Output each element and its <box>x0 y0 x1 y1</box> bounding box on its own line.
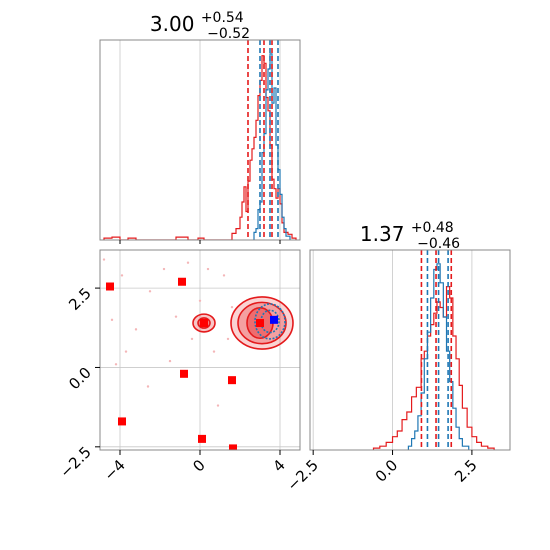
grid-scatter <box>100 250 300 450</box>
faint-sample-2 <box>120 274 124 277</box>
tick-label-right-x-1: 0.0 <box>372 456 402 486</box>
joint-panel <box>99 249 301 451</box>
sample-square-a-0 <box>106 282 114 291</box>
tick-label-right-x-0: −2.5 <box>284 456 322 494</box>
hist-param2-series-b <box>407 263 470 450</box>
title-param2-value: 1.37 <box>360 222 405 246</box>
tick-label-right-x-2: 2.5 <box>451 456 481 486</box>
sample-square-a-6 <box>198 434 206 443</box>
faint-sample-18 <box>216 404 220 407</box>
faint-sample-11 <box>190 337 194 341</box>
faint-sample-8 <box>186 261 190 264</box>
tick-label-scatter-x-1: 0 <box>189 456 208 475</box>
faint-sample-0 <box>102 258 106 261</box>
grid-right <box>312 250 473 450</box>
faint-sample-5 <box>148 290 152 293</box>
marginal-panel-param1 <box>99 39 301 241</box>
faint-sample-13 <box>168 359 172 363</box>
sample-square-a-3 <box>180 369 188 378</box>
sample-square-a-1 <box>178 277 186 286</box>
sample-square-a-2 <box>200 319 208 328</box>
tick-label-scatter-y-0: −2.5 <box>56 443 94 481</box>
contour-b-1 <box>260 309 280 334</box>
title-param1-upper: +0.54 <box>201 10 244 26</box>
quantile-lines-param1 <box>247 40 279 240</box>
quantile-lines-param2 <box>420 250 453 450</box>
title-param2-upper: +0.48 <box>411 220 454 236</box>
faint-sample-17 <box>146 385 150 388</box>
tick-label-scatter-x-2: 4 <box>269 456 288 475</box>
faint-sample-12 <box>212 350 216 353</box>
faint-sample-6 <box>162 267 166 271</box>
faint-sample-3 <box>134 328 138 331</box>
histograms-param2 <box>372 263 495 450</box>
hist-param2-series-a <box>372 286 495 450</box>
sample-square-a-4 <box>228 376 236 385</box>
sample-square-a-8 <box>256 319 264 328</box>
joint-posterior <box>102 258 294 450</box>
title-param1-lower: −0.52 <box>207 26 250 42</box>
sample-square-a-7 <box>229 444 237 450</box>
title-param2: 1.37 +0.48 −0.46 <box>360 213 460 252</box>
grid-top <box>119 40 281 240</box>
faint-sample-14 <box>222 274 226 277</box>
frame-right <box>309 249 511 451</box>
title-param1: 3.00 +0.54 −0.52 <box>150 3 250 42</box>
faint-sample-9 <box>198 299 202 302</box>
faint-sample-7 <box>174 315 178 318</box>
tick-label-scatter-x-0: −4 <box>100 456 128 484</box>
contour-b-0 <box>254 303 286 340</box>
title-param2-lower: −0.46 <box>417 236 460 252</box>
marginal-panel-param2 <box>309 249 511 451</box>
hist-param1-series-a <box>103 55 297 240</box>
title-param1-value: 3.00 <box>150 12 195 36</box>
sample-square-a-5 <box>118 417 126 426</box>
faint-sample-10 <box>206 267 210 271</box>
tick-label-scatter-y-2: 2.5 <box>65 284 95 314</box>
faint-sample-16 <box>114 363 118 366</box>
tick-label-scatter-y-1: 0.0 <box>65 364 95 394</box>
faint-sample-19 <box>226 337 230 341</box>
faint-sample-15 <box>230 305 234 309</box>
faint-sample-4 <box>124 350 128 353</box>
faint-sample-1 <box>110 318 114 322</box>
sample-square-b-0 <box>270 315 278 324</box>
